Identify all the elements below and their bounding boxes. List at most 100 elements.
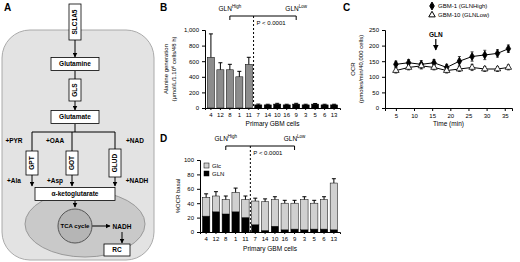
tick: 10 bbox=[274, 108, 281, 118]
legend-symbol bbox=[430, 2, 435, 10]
tick-label: 3 bbox=[304, 112, 308, 118]
group-label-sup: Low bbox=[299, 4, 308, 9]
tick: 4 bbox=[209, 108, 213, 118]
tick-mark bbox=[197, 232, 200, 233]
tick-mark bbox=[304, 232, 305, 234]
annotation: P < 0.0001 bbox=[257, 20, 287, 26]
point bbox=[469, 64, 475, 70]
node-label: Glutamine bbox=[59, 60, 91, 67]
tick-label: 25 bbox=[466, 113, 473, 119]
node-box bbox=[26, 151, 38, 175]
axis-title: (μmol/L/1.10⁶ cells/48 h) bbox=[171, 37, 177, 102]
panel-b: B02004006008001,00041281117141016935613P… bbox=[160, 2, 341, 128]
tick-mark bbox=[202, 61, 205, 62]
tick: 0 bbox=[196, 105, 205, 111]
legend-symbol bbox=[429, 11, 435, 17]
x-axis: 41281117141016935613 bbox=[201, 232, 341, 242]
error-bar bbox=[312, 200, 316, 203]
bar bbox=[264, 105, 271, 108]
tick-label: 250 bbox=[369, 27, 380, 33]
tick-label: 200 bbox=[189, 90, 200, 96]
x-axis: 5101520253035 bbox=[386, 108, 513, 119]
tick-label: 200 bbox=[369, 43, 380, 49]
panel-d: D02040608010041281117141016935613Primary… bbox=[160, 133, 341, 253]
point bbox=[505, 64, 511, 70]
tick: 400 bbox=[189, 74, 205, 80]
tick-mark bbox=[220, 108, 221, 110]
error-bar bbox=[218, 63, 222, 70]
error-bar bbox=[228, 64, 232, 69]
tick-label: 4 bbox=[204, 236, 208, 242]
error-bar bbox=[256, 104, 260, 106]
tick: 15 bbox=[429, 108, 436, 119]
tick-label: 16 bbox=[281, 236, 288, 242]
point bbox=[506, 45, 511, 53]
point bbox=[457, 57, 462, 65]
tick-label: 1,000 bbox=[184, 27, 200, 33]
tick-label: 13 bbox=[331, 236, 338, 242]
tick-mark bbox=[487, 108, 488, 111]
bar bbox=[202, 216, 209, 232]
bar bbox=[311, 229, 318, 232]
error-bar bbox=[304, 104, 308, 106]
group-label-sup: High bbox=[232, 4, 242, 9]
tick-mark bbox=[284, 232, 285, 234]
tick-mark bbox=[382, 46, 385, 47]
tick-label: 600 bbox=[189, 59, 200, 65]
tick: 16 bbox=[281, 232, 288, 242]
arrow bbox=[75, 201, 76, 207]
lines bbox=[393, 45, 512, 73]
bar bbox=[301, 200, 308, 230]
tick: 6 bbox=[323, 108, 327, 118]
node-box bbox=[109, 149, 121, 177]
annotation-arrow bbox=[435, 39, 436, 50]
bar bbox=[331, 105, 338, 108]
tick: 25 bbox=[466, 108, 473, 119]
tick-label: 50 bbox=[372, 90, 379, 96]
node-label: +NADH bbox=[126, 177, 149, 184]
bracket bbox=[226, 146, 295, 147]
arrow bbox=[75, 124, 76, 132]
bar bbox=[222, 214, 229, 232]
bar bbox=[271, 226, 278, 232]
tick-mark bbox=[277, 108, 278, 110]
node-box bbox=[51, 111, 99, 124]
tick: 8 bbox=[224, 232, 228, 242]
axis-title: Primary GBM cells bbox=[243, 245, 298, 253]
axis-line bbox=[382, 31, 386, 109]
error-bar bbox=[471, 52, 474, 61]
group-label: GLNHigh bbox=[214, 134, 237, 142]
tick: 11 bbox=[246, 108, 253, 118]
tick-mark bbox=[382, 30, 385, 31]
tick: 600 bbox=[189, 59, 205, 65]
point bbox=[494, 65, 500, 71]
tick-mark bbox=[382, 108, 385, 109]
point bbox=[393, 67, 399, 73]
tick: 800 bbox=[189, 43, 205, 49]
legend-label: GBM-1 (GLNHigh) bbox=[438, 3, 487, 9]
axis-title: (pmoles/min/40,000 cells) bbox=[358, 35, 364, 103]
axis-title: Time (min) bbox=[433, 120, 464, 128]
error-bar bbox=[294, 103, 298, 105]
tick-label: 400 bbox=[189, 74, 200, 80]
point bbox=[482, 65, 488, 71]
tick: 30 bbox=[484, 108, 491, 119]
point bbox=[470, 53, 475, 61]
bracket bbox=[230, 16, 296, 17]
bar bbox=[202, 197, 209, 216]
tick-label: 12 bbox=[217, 112, 224, 118]
point bbox=[456, 65, 462, 71]
panel-label: C bbox=[343, 2, 350, 13]
tick-mark bbox=[334, 108, 335, 110]
tick-label: 60 bbox=[187, 186, 194, 192]
bar bbox=[252, 201, 259, 225]
bar bbox=[283, 105, 290, 108]
error-bar bbox=[283, 200, 287, 203]
tick-mark bbox=[229, 108, 230, 110]
tick: 5 bbox=[313, 232, 317, 242]
error-bar bbox=[234, 188, 238, 192]
tick: 9 bbox=[293, 232, 297, 242]
tick-mark bbox=[267, 108, 268, 110]
arrow bbox=[32, 132, 115, 133]
legend: GlcGLN bbox=[204, 163, 224, 177]
